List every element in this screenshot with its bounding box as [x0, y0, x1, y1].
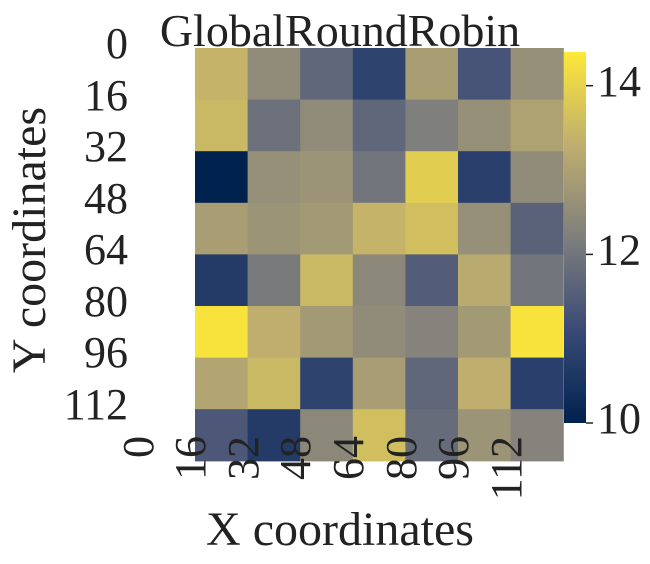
x-tick-label: 96 — [429, 436, 478, 480]
heatmap-cell — [405, 151, 459, 204]
heatmap-cell — [405, 99, 459, 152]
heatmap-cell — [300, 306, 354, 359]
x-tick-label: 64 — [324, 436, 373, 480]
heatmap-cell — [510, 99, 564, 152]
x-tick-label: 0 — [114, 436, 163, 458]
colorbar-tick-labels: 10 12 14 — [586, 57, 641, 443]
heatmap-cell — [300, 48, 354, 101]
heatmap-cell — [195, 48, 249, 101]
heatmap-cell — [195, 409, 249, 462]
heatmap-cell — [247, 306, 301, 359]
x-axis-label: X coordinates — [206, 503, 474, 556]
y-tick-label: 16 — [84, 71, 128, 120]
y-tick-label: 32 — [84, 122, 128, 171]
heatmap-cell — [300, 409, 354, 462]
heatmap-cell — [510, 151, 564, 204]
x-tick-label: 112 — [482, 436, 531, 500]
heatmap-cell — [405, 357, 459, 410]
heatmap-cell — [195, 99, 249, 152]
heatmap-cell — [458, 99, 512, 152]
heatmap-cell — [195, 306, 249, 359]
heatmap-cell — [352, 409, 406, 462]
y-tick-label: 0 — [106, 19, 128, 68]
heatmap-cell — [510, 409, 564, 462]
heatmap-cell — [352, 48, 406, 101]
x-tick-label: 48 — [271, 436, 320, 480]
heatmap-cell — [510, 202, 564, 255]
y-tick-label: 64 — [84, 225, 128, 274]
heatmap-cell — [510, 254, 564, 307]
y-tick-label: 96 — [84, 328, 128, 377]
heatmap-cell — [247, 48, 301, 101]
heatmap-cell — [405, 254, 459, 307]
heatmap-cell — [405, 306, 459, 359]
heatmap-cell — [247, 99, 301, 152]
heatmap-cell — [352, 151, 406, 204]
heatmap-cell — [510, 48, 564, 101]
heatmap-cells — [195, 48, 564, 462]
heatmap-cell — [300, 202, 354, 255]
x-tick-label: 16 — [166, 436, 215, 480]
heatmap-cell — [247, 151, 301, 204]
heatmap-cell — [300, 151, 354, 204]
heatmap-cell — [510, 357, 564, 410]
heatmap-cell — [195, 357, 249, 410]
heatmap-cell — [458, 202, 512, 255]
heatmap-cell — [405, 202, 459, 255]
heatmap-cell — [405, 48, 459, 101]
x-tick-label: 32 — [219, 436, 268, 480]
heatmap-cell — [510, 306, 564, 359]
heatmap-cell — [300, 254, 354, 307]
heatmap-cell — [247, 409, 301, 462]
heatmap-cell — [352, 99, 406, 152]
heatmap-cell — [458, 409, 512, 462]
heatmap-cell — [195, 151, 249, 204]
y-tick-label: 80 — [84, 277, 128, 326]
heatmap-cell — [352, 357, 406, 410]
heatmap-cell — [247, 202, 301, 255]
heatmap-cell — [405, 409, 459, 462]
y-tick-label: 112 — [64, 380, 128, 429]
colorbar — [564, 52, 586, 423]
x-tick-labels: 0 16 32 48 64 80 96 112 — [114, 436, 531, 500]
heatmap-cell — [352, 254, 406, 307]
heatmap-cell — [247, 254, 301, 307]
heatmap-cell — [300, 99, 354, 152]
heatmap-cell — [458, 48, 512, 101]
heatmap-cell — [195, 254, 249, 307]
y-tick-label: 48 — [84, 174, 128, 223]
colorbar-tick-label: 14 — [597, 57, 641, 106]
heatmap-cell — [352, 202, 406, 255]
x-tick-label: 80 — [377, 436, 426, 480]
heatmap-cell — [458, 306, 512, 359]
chart-title: GlobalRoundRobin — [160, 5, 520, 56]
heatmap-cell — [458, 254, 512, 307]
heatmap-cell — [458, 151, 512, 204]
colorbar-tick-label: 12 — [597, 225, 641, 274]
heatmap-cell — [352, 306, 406, 359]
heatmap-cell — [247, 357, 301, 410]
y-axis-label: Y coordinates — [3, 107, 56, 373]
heatmap-cell — [195, 202, 249, 255]
heatmap-cell — [458, 357, 512, 410]
colorbar-tick-label: 10 — [597, 394, 641, 443]
heatmap-cell — [300, 357, 354, 410]
